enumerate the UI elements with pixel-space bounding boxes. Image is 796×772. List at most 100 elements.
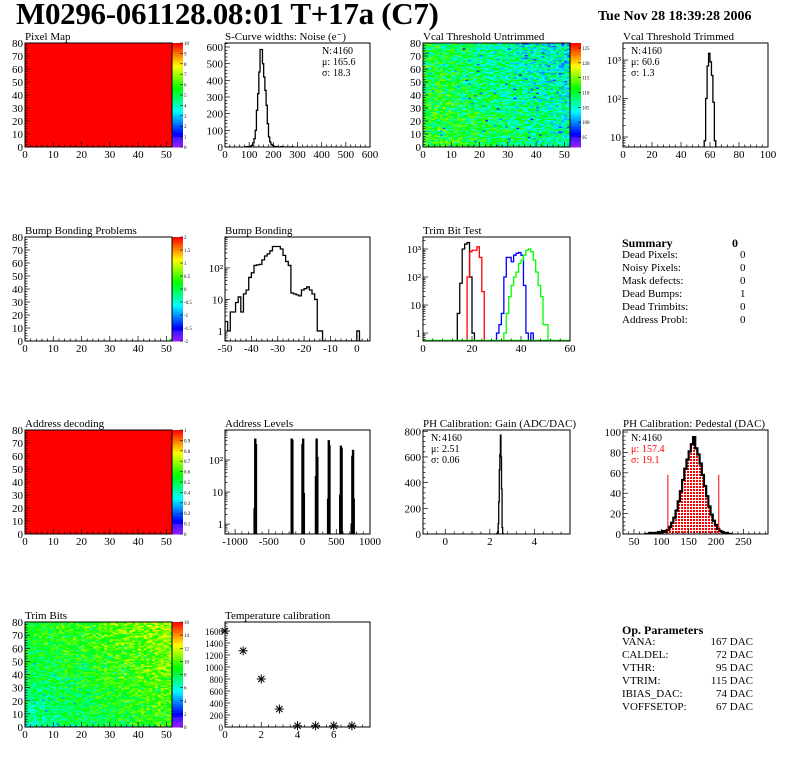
heatmap-cell <box>536 139 540 141</box>
heatmap-cell <box>456 84 461 87</box>
heatmap-cell <box>536 96 540 98</box>
heatmap-cell <box>431 88 435 91</box>
heatmap-cell <box>504 111 509 114</box>
heatmap-cell <box>530 131 534 133</box>
heatmap-cell <box>445 93 449 96</box>
heatmap-cell <box>510 136 514 139</box>
heatmap-cell <box>445 75 449 78</box>
heatmap-cell <box>459 96 463 98</box>
heatmap-cell <box>567 123 570 126</box>
heatmap-cell <box>513 144 517 146</box>
colorbar-segment <box>172 301 183 305</box>
heatmap-cell <box>488 113 492 115</box>
heatmap-cell <box>504 50 509 53</box>
heatmap-cell <box>536 123 540 126</box>
heatmap-cell <box>496 137 500 140</box>
heatmap-cell <box>473 124 478 127</box>
heatmap-cell <box>533 117 537 119</box>
heatmap-cell <box>431 115 435 118</box>
heatmap-cell <box>442 143 446 145</box>
heatmap-cell <box>527 89 531 92</box>
heatmap-cell <box>564 127 568 130</box>
heatmap-cell <box>561 127 565 130</box>
heatmap-cell <box>496 50 500 53</box>
heatmap-cell <box>507 140 511 143</box>
heatmap-cell <box>425 66 429 68</box>
heatmap-cell <box>550 88 554 91</box>
heatmap-cell <box>538 110 543 113</box>
heatmap-cell <box>428 76 432 79</box>
heatmap-cell <box>544 69 548 71</box>
heatmap-cell <box>442 67 446 70</box>
y-tick-label: 40 <box>12 284 24 296</box>
heatmap-cell <box>445 69 449 71</box>
y-tick-label: 60 <box>410 64 422 76</box>
heatmap-cell <box>488 78 492 80</box>
heatmap-cell <box>485 110 489 113</box>
heatmap-cell <box>507 44 511 46</box>
heatmap-cell <box>564 135 568 137</box>
heatmap-cell <box>567 104 570 106</box>
heatmap-cell <box>476 59 480 62</box>
heatmap-cell <box>547 44 551 46</box>
heatmap-cell <box>536 130 540 132</box>
heatmap-cell <box>564 57 568 59</box>
heatmap-cell <box>536 53 540 55</box>
heatmap-cell <box>561 88 565 91</box>
x-tick-label: -30 <box>270 343 285 355</box>
heatmap-cell <box>499 87 503 89</box>
heatmap-cell <box>541 87 545 89</box>
heatmap-cell <box>442 63 446 66</box>
heatmap-cell <box>516 96 520 98</box>
heatmap-cell <box>504 48 509 50</box>
heatmap-cell <box>504 45 509 48</box>
heatmap-cell <box>510 124 514 127</box>
heatmap-cell <box>493 71 497 74</box>
colorbar-segment <box>172 144 183 148</box>
heatmap-cell <box>561 44 565 46</box>
heatmap-cell <box>459 98 463 101</box>
heatmap-cell <box>536 141 540 144</box>
heatmap-cell <box>553 113 557 115</box>
heatmap-cell <box>434 95 438 97</box>
heatmap-cell <box>502 121 506 123</box>
heatmap-cell <box>541 59 545 62</box>
heatmap-cell <box>490 105 494 107</box>
heatmap-cell <box>513 93 517 96</box>
heatmap-cell <box>550 131 554 133</box>
heatmap-cell <box>538 80 543 83</box>
heatmap-cell <box>473 83 478 85</box>
heatmap-cell <box>530 88 534 91</box>
heatmap-cell <box>454 108 458 110</box>
heatmap-cell <box>445 56 449 58</box>
heatmap-cell <box>456 92 461 94</box>
heatmap-cell <box>431 130 435 132</box>
heatmap-cell <box>521 54 526 57</box>
colorbar-segment <box>570 43 581 46</box>
heatmap-cell <box>499 96 503 98</box>
heatmap-cell <box>510 49 514 52</box>
heatmap-cell <box>544 82 548 84</box>
heatmap-cell <box>524 50 528 53</box>
heatmap-cell <box>488 127 492 130</box>
heatmap-cell <box>558 123 562 126</box>
heatmap-cell <box>558 66 562 68</box>
heatmap-cell <box>519 139 523 141</box>
heatmap-cell <box>519 79 523 81</box>
colorbar-tick-label: 0.2 <box>184 512 191 517</box>
heatmap-cell <box>493 117 497 119</box>
heatmap-cell <box>459 70 463 72</box>
heatmap-cell <box>538 54 543 57</box>
heatmap-cell <box>555 44 559 46</box>
heatmap-cell <box>553 74 557 76</box>
y-tick-label: 10² <box>407 272 422 284</box>
heatmap-cell <box>428 84 432 87</box>
heatmap-cell <box>547 141 551 144</box>
heatmap-cell <box>434 139 438 141</box>
heatmap-cell <box>530 82 534 84</box>
heatmap-cell <box>521 104 526 106</box>
heatmap-cell <box>490 144 494 146</box>
heatmap-cell <box>510 76 514 79</box>
heatmap-cell <box>442 126 446 128</box>
heatmap-cell <box>567 79 570 81</box>
